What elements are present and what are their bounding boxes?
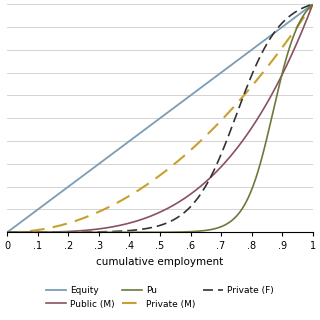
X-axis label: cumulative employment: cumulative employment	[96, 257, 224, 267]
Legend: Equity, Public (M), Pu, Private (M), Private (F): Equity, Public (M), Pu, Private (M), Pri…	[42, 283, 278, 312]
